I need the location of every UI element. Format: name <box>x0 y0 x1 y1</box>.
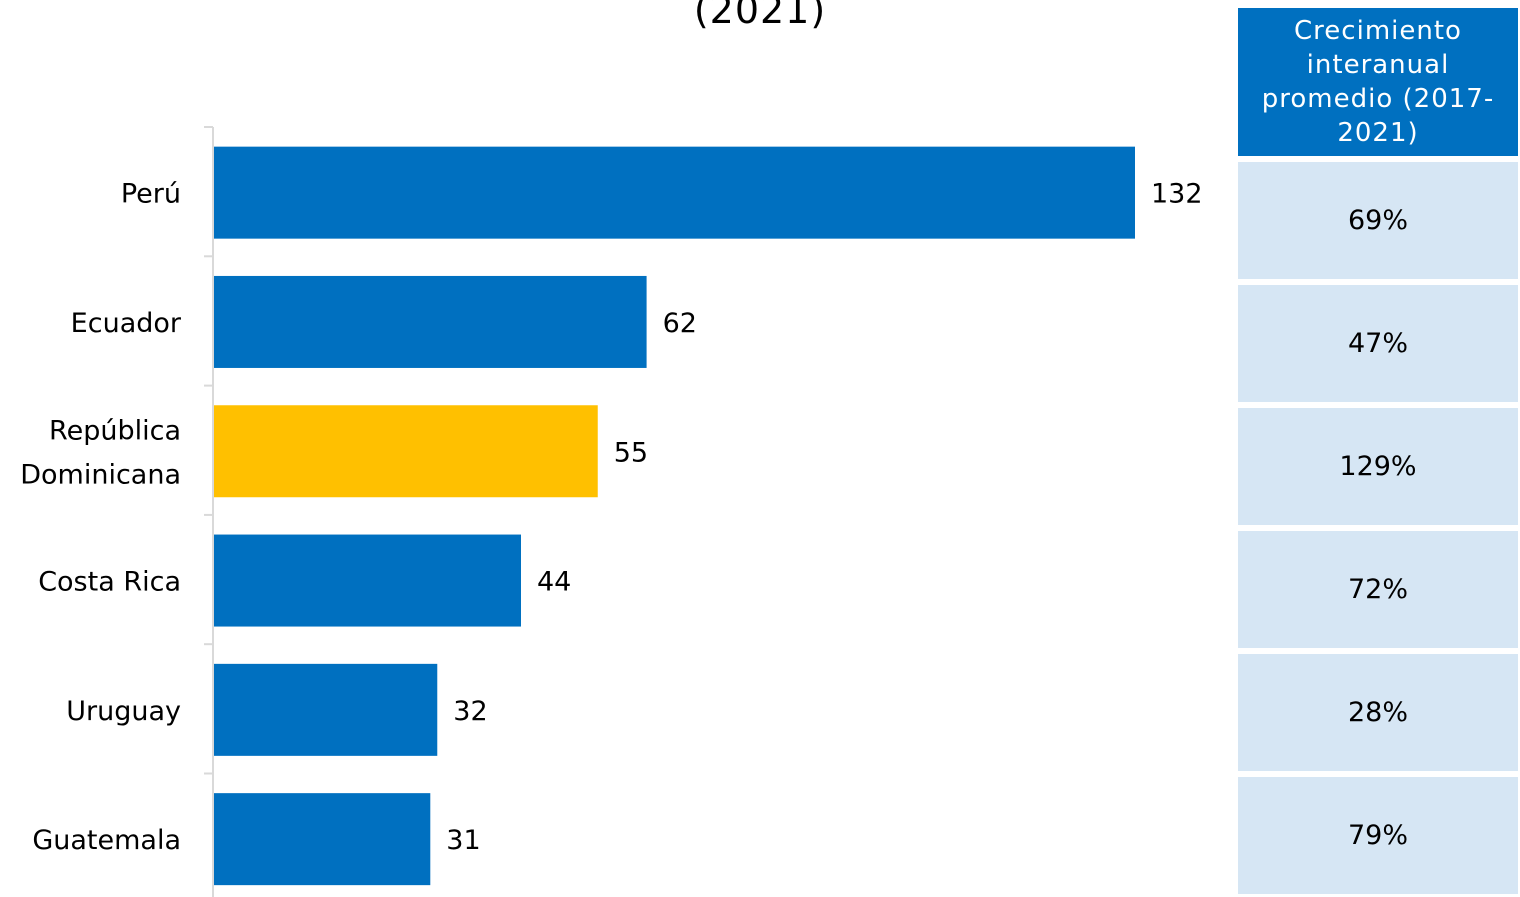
growth-table-cell: 47% <box>1238 285 1518 402</box>
category-label: Guatemala <box>32 825 181 856</box>
growth-table-header: Crecimiento interanual promedio (2017-20… <box>1238 8 1518 156</box>
data-label: 132 <box>1151 179 1203 210</box>
category-label-line: República <box>49 415 181 446</box>
growth-table-cell: 129% <box>1238 408 1518 525</box>
growth-table-cell: 72% <box>1238 531 1518 648</box>
data-label: 55 <box>614 437 648 468</box>
category-label-line: Dominicana <box>20 459 181 490</box>
bar <box>214 793 431 886</box>
bar <box>214 275 647 368</box>
bar <box>214 146 1135 239</box>
data-label: 32 <box>453 696 487 727</box>
category-label: Costa Rica <box>38 567 181 598</box>
bar <box>214 405 598 498</box>
growth-table: Crecimiento interanual promedio (2017-20… <box>1238 8 1518 894</box>
bar <box>214 534 521 627</box>
growth-table-cell: 79% <box>1238 777 1518 894</box>
category-label: Ecuador <box>71 308 182 339</box>
growth-table-cells: 69% 47% 129% 72% 28% 79% <box>1238 162 1518 894</box>
data-label: 44 <box>537 567 571 598</box>
growth-table-cell: 28% <box>1238 654 1518 771</box>
growth-table-cell: 69% <box>1238 162 1518 279</box>
chart-subtitle: (2021) <box>693 0 827 32</box>
data-label: 31 <box>446 825 480 856</box>
category-label: Uruguay <box>66 696 181 727</box>
category-label: Perú <box>121 179 181 210</box>
bar <box>214 663 438 756</box>
category-label: República Dominicana <box>20 415 181 490</box>
data-label: 62 <box>663 308 697 339</box>
bar-chart: 132 Perú 62 Ecuador 55 República Dominicana 44 C… <box>20 126 1203 897</box>
